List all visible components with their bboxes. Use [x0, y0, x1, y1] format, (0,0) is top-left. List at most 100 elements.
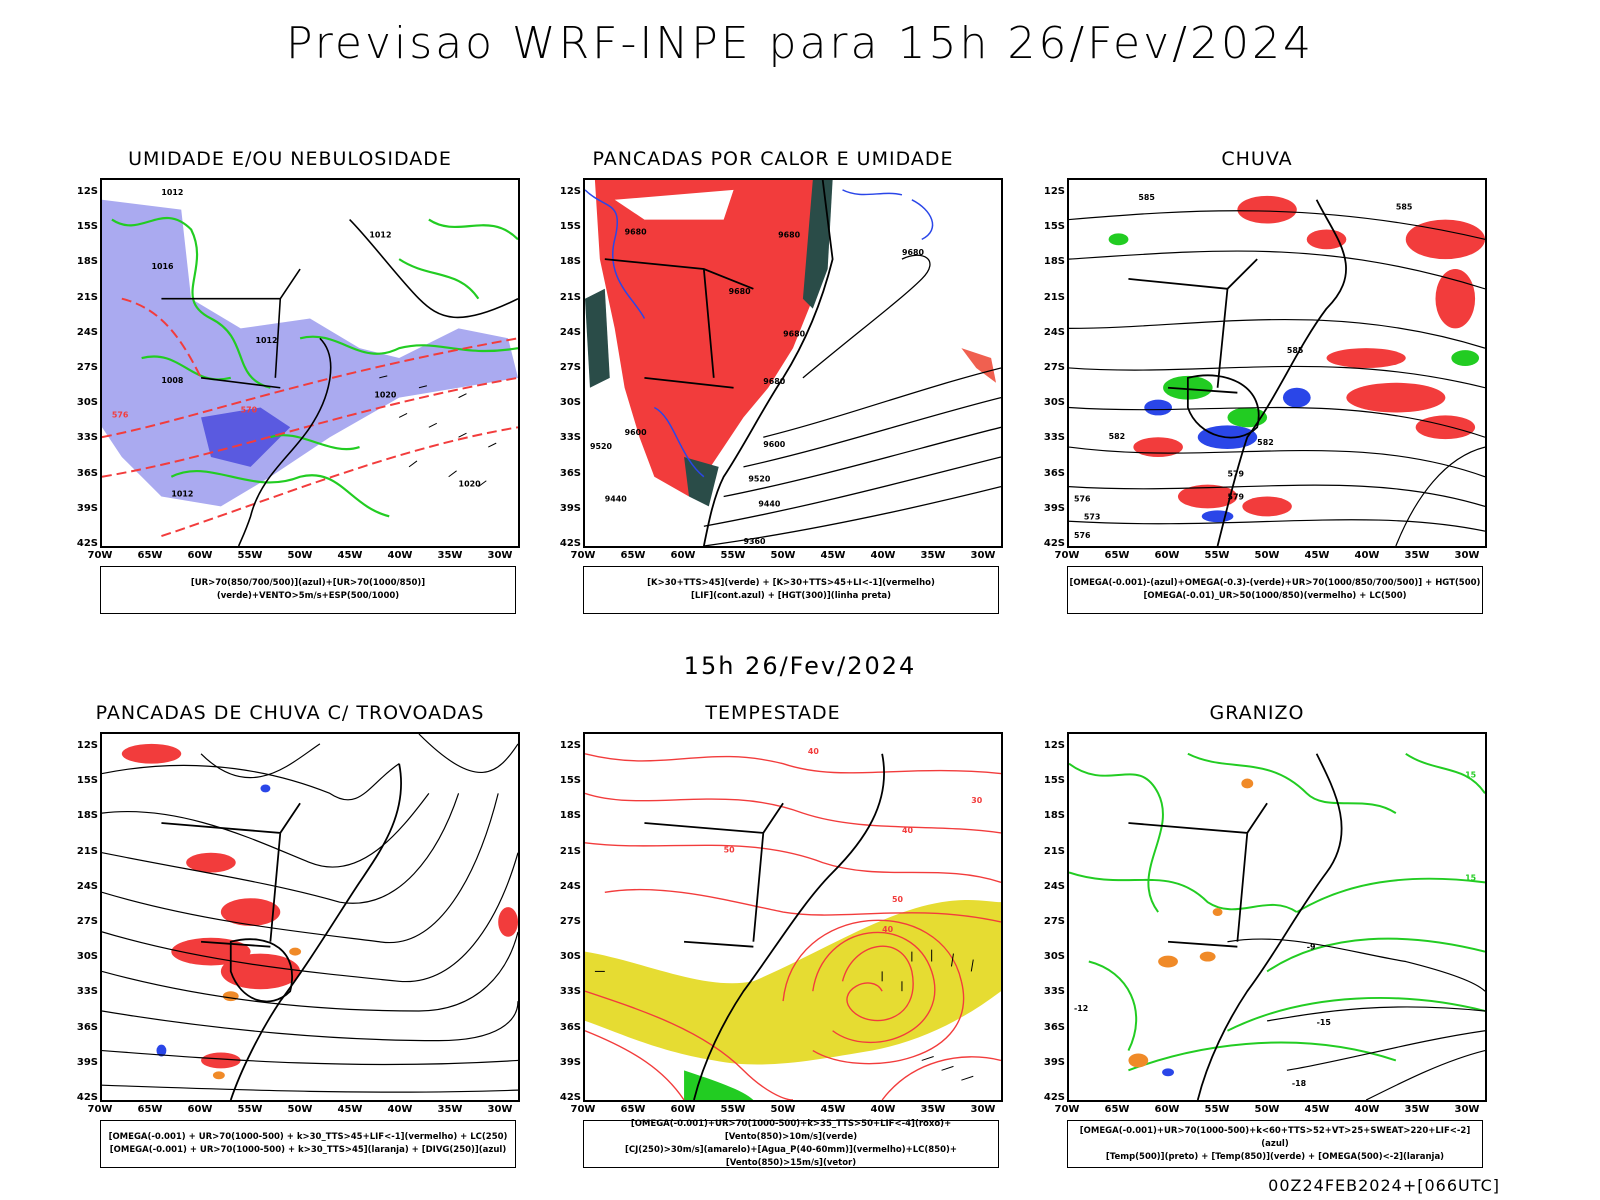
lon-tick-label: 50W: [1254, 550, 1280, 561]
lon-tick-label: 40W: [870, 1104, 896, 1115]
lat-tick-label: 33S: [1043, 432, 1065, 444]
map-frame: 585 585 582 579 576 573 585 582 579 576: [1067, 178, 1487, 548]
lat-tick-label: 18S: [76, 256, 98, 268]
lat-tick-label: 21S: [559, 845, 581, 857]
k-index-teal-area-west: [585, 288, 610, 388]
lat-tick-label: 15S: [76, 775, 98, 787]
panel-umidade: UMIDADE E/OU NEBULOSIDADE: [50, 148, 530, 628]
contour-label: 576: [112, 410, 129, 419]
panel-pancadas-calor: PANCADAS POR CALOR E UMIDADE: [533, 148, 1013, 628]
lon-tick-label: 35W: [437, 550, 463, 561]
lon-tick-label: 45W: [820, 550, 846, 561]
contour-labels: 1012 1012 1012 1016 1008 1020 1020 1012 …: [112, 188, 481, 499]
coastline: [644, 753, 885, 1100]
lat-tick-label: 39S: [76, 1056, 98, 1068]
lat-tick-label: 24S: [76, 880, 98, 892]
contour-labels: 9680 9680 9680 9680 9680 9600 9520 9440 …: [590, 227, 925, 546]
contour-label: 9600: [625, 428, 648, 437]
contour-label: 50: [892, 895, 904, 904]
lat-tick-label: 27S: [559, 362, 581, 373]
k-index-teal-area-south: [684, 456, 719, 507]
contour-label: 40: [902, 826, 914, 835]
wind850-green: [684, 1070, 754, 1100]
coastline: [161, 763, 402, 1100]
map-canvas: 1012 1012 1012 1016 1008 1020 1020 1012 …: [102, 188, 518, 546]
map-canvas: [102, 734, 518, 1100]
contour-label: 40: [808, 747, 820, 756]
lat-tick-label: 27S: [559, 916, 581, 927]
coastline: [1128, 199, 1347, 546]
lat-tick-label: 39S: [559, 1056, 581, 1068]
panel-title: PANCADAS POR CALOR E UMIDADE: [592, 148, 954, 170]
map-canvas: 9680 9680 9680 9680 9680 9600 9520 9440 …: [585, 180, 1001, 546]
lon-tick-label: 50W: [770, 1104, 796, 1115]
lon-tick-label: 40W: [1354, 1104, 1380, 1115]
wind-vectors: [594, 949, 974, 1081]
contour-label: -9: [1307, 943, 1316, 952]
lat-tick-label: 30S: [76, 397, 98, 409]
panel-title: UMIDADE E/OU NEBULOSIDADE: [128, 148, 452, 170]
lon-tick-label: 65W: [137, 550, 163, 561]
contour-label: 9680: [902, 248, 925, 257]
contour-label: 9520: [748, 475, 771, 484]
lon-tick-label: 60W: [670, 550, 696, 561]
legend-box: [OMEGA(-0.001)-(azul)+OMEGA(-0.3)-(verde…: [1067, 566, 1483, 614]
contour-labels: 15 15 -9 -12 -15 -18: [1074, 771, 1476, 1089]
contour-label: 1016: [152, 262, 175, 271]
contour-label: 585: [1287, 346, 1304, 355]
lon-tick-label: 50W: [770, 550, 796, 561]
legend-box: [OMEGA(-0.001)+UR>70(1000-500)+k>35_TTS>…: [583, 1119, 999, 1168]
lon-tick-label: 70W: [1054, 1104, 1080, 1115]
lat-tick-label: 27S: [76, 362, 98, 373]
lat-tick-label: 30S: [1043, 397, 1065, 409]
contour-label: 9680: [778, 230, 801, 239]
contour-label: 9680: [763, 377, 786, 386]
legend-box: [OMEGA(-0.001)+UR>70(1000-500)+k<60+TTS>…: [1067, 1120, 1483, 1168]
lat-tick-label: 24S: [559, 326, 581, 338]
lon-tick-label: 60W: [187, 550, 213, 561]
lat-tick-label: 15S: [1043, 221, 1065, 233]
coastline: [161, 219, 518, 546]
contour-label: 9680: [625, 227, 648, 236]
mid-title: 15h 26/Fev/2024: [683, 652, 917, 680]
lon-tick-label: 30W: [487, 550, 513, 561]
contour-label: 1012: [171, 490, 193, 499]
lat-tick-label: 12S: [559, 740, 581, 751]
divergence-blue: [156, 784, 271, 1057]
lon-tick-label: 65W: [1104, 1104, 1130, 1115]
lon-tick-label: 55W: [1204, 550, 1230, 561]
lon-tick-label: 65W: [620, 1104, 646, 1115]
lon-tick-label: 45W: [1304, 550, 1330, 561]
contour-label: 585: [1138, 193, 1155, 202]
lat-tick-label: 18S: [1043, 256, 1065, 268]
lon-tick-label: 70W: [87, 550, 113, 561]
lat-tick-label: 15S: [1043, 775, 1065, 787]
hgt500-contours: [1069, 210, 1485, 546]
legend-line: [K>30+TTS>45](verde) + [K>30+TTS>45+LI<-…: [647, 578, 935, 588]
contour-label: 1012: [369, 230, 391, 239]
map-frame: 15 15 -9 -12 -15 -18: [1067, 732, 1487, 1102]
contour-label: 570: [241, 405, 258, 414]
contour-label: 576: [1074, 531, 1091, 540]
panel-pancadas-trovoadas: PANCADAS DE CHUVA C/ TROVOADAS: [50, 702, 530, 1182]
contour-labels: 585 585 582 579 576 573 585 582 579 576: [1074, 193, 1412, 540]
lon-tick-label: 45W: [337, 1104, 363, 1115]
lat-tick-label: 36S: [76, 1021, 98, 1033]
lon-tick-label: 65W: [620, 550, 646, 561]
legend-line: [OMEGA(-0.001)+UR>70(1000-500)+k>35_TTS>…: [630, 1119, 952, 1142]
contour-label: 579: [1227, 470, 1244, 479]
coastline: [1128, 753, 1343, 1100]
lat-tick-label: 39S: [76, 502, 98, 514]
contour-label: 582: [1109, 432, 1126, 441]
dry-white-area: [220, 194, 330, 289]
contour-labels: 40 50 40 30 40 50: [724, 747, 983, 934]
contour-label: 9440: [758, 499, 781, 508]
contour-label: 9440: [605, 494, 628, 503]
contour-label: 576: [1074, 494, 1091, 503]
legend-line: [OMEGA(-0.001)+UR>70(1000-500)+k<60+TTS>…: [1079, 1125, 1471, 1149]
lon-tick-label: 50W: [1254, 1104, 1280, 1115]
lat-tick-label: 21S: [1043, 291, 1065, 303]
lat-tick-label: 24S: [1043, 880, 1065, 892]
lat-tick-label: 42S: [1043, 1092, 1065, 1103]
contour-label: 573: [1084, 512, 1101, 521]
